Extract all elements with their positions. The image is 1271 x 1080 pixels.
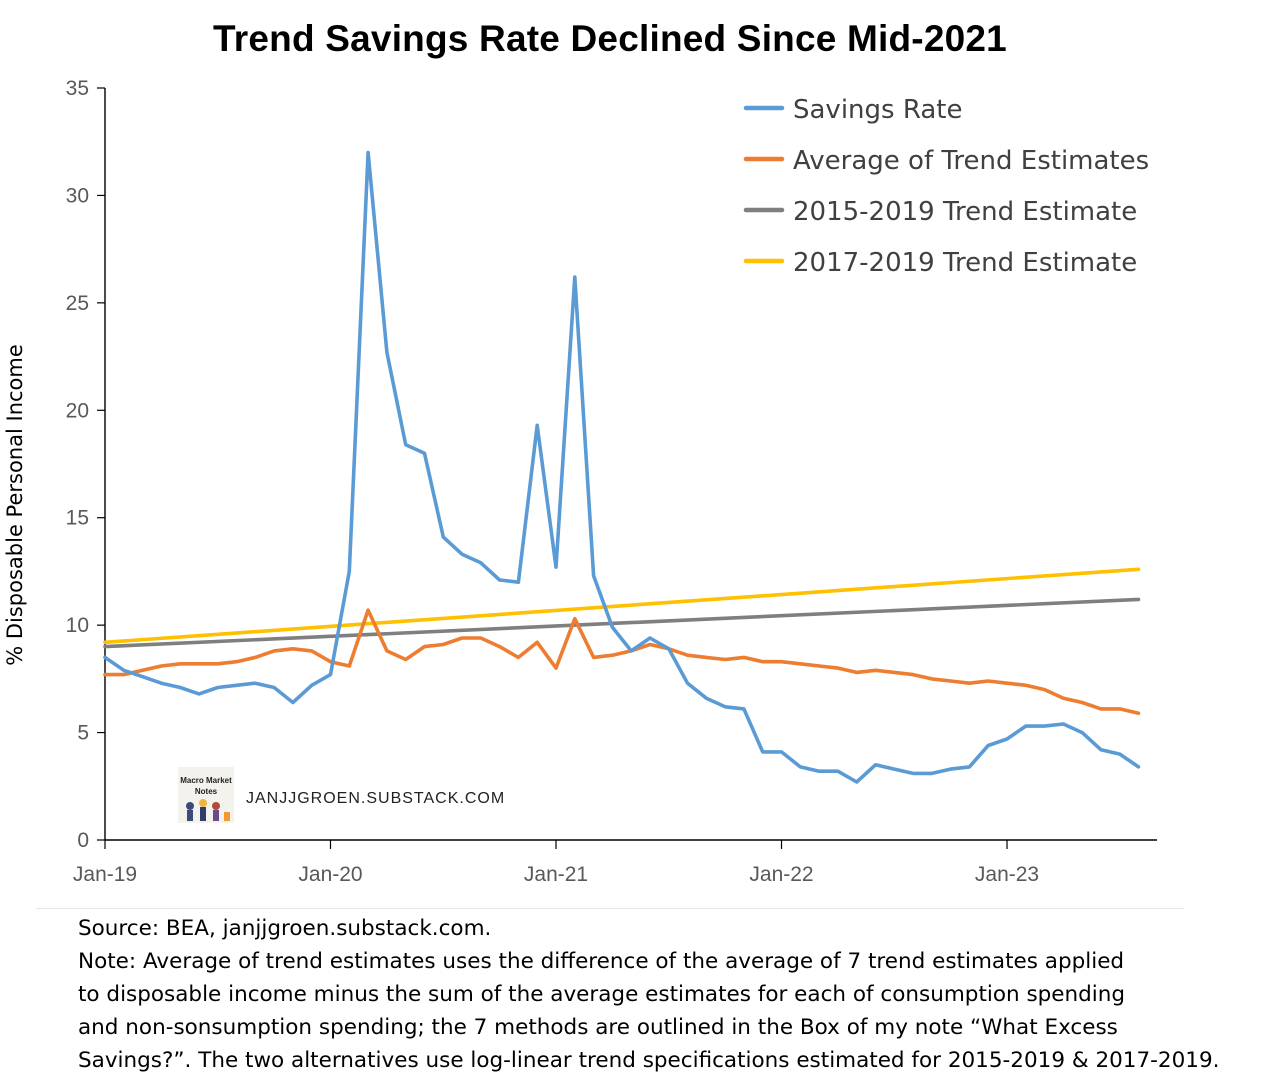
macro-market-notes-logo: Macro Market Notes	[178, 767, 234, 823]
chart-legend: Savings Rate Average of Trend Estimates 20…	[743, 95, 1149, 278]
y-tick-label: 10	[66, 614, 89, 637]
watermark: Macro Market Notes JANJJGROEN.SUBSTACK.C…	[178, 767, 505, 823]
note-line-2: to disposable income minus the sum of th…	[78, 982, 1126, 1007]
x-tick-label: Jan-20	[298, 863, 362, 886]
y-tick-label: 5	[77, 722, 89, 745]
legend-label-average-of-trend-estimates: Average of Trend Estimates	[793, 146, 1149, 176]
note-line-4: Savings?”. The two alternatives use log-…	[78, 1048, 1220, 1073]
chart-series	[103, 150, 1141, 784]
chart-title: Trend Savings Rate Declined Since Mid-20…	[213, 18, 1007, 59]
series-line-2017-2019-trend-estimate	[103, 567, 1141, 645]
y-tick-label: 25	[66, 292, 89, 315]
watermark-text: JANJJGROEN.SUBSTACK.COM	[246, 790, 505, 807]
chart-footer: Source: BEA, janjjgroen.substack.com. No…	[78, 912, 1268, 1077]
y-tick-label: 30	[66, 184, 89, 207]
logo-line-1: Macro Market	[180, 776, 232, 785]
legend-label-2015-2019-trend-estimate: 2015-2019 Trend Estimate	[793, 197, 1137, 227]
source-line: Source: BEA, janjjgroen.substack.com.	[78, 916, 492, 941]
note-line-1: Note: Average of trend estimates uses th…	[78, 949, 1125, 974]
y-tick-label: 0	[77, 829, 89, 852]
note-line-3: and non-sonsumption spending; the 7 meth…	[78, 1015, 1118, 1040]
logo-line-2: Notes	[195, 787, 218, 796]
y-axis-ticks: 0 5 10 15 20 25 30 35	[66, 77, 105, 852]
series-line-2015-2019-trend-estimate	[103, 597, 1141, 649]
x-tick-label: Jan-21	[524, 863, 588, 886]
y-axis-label: % Disposable Personal Income	[3, 344, 27, 666]
y-tick-label: 15	[66, 507, 89, 530]
x-tick-label: Jan-22	[749, 863, 813, 886]
x-tick-label: Jan-23	[975, 863, 1039, 886]
y-tick-label: 35	[66, 77, 89, 100]
chart-axes	[104, 88, 1157, 841]
footer-divider	[36, 908, 1184, 909]
legend-label-savings-rate: Savings Rate	[793, 95, 962, 125]
y-tick-label: 20	[66, 399, 89, 422]
x-axis-ticks: Jan-19 Jan-20 Jan-21 Jan-22 Jan-23	[73, 840, 1039, 886]
x-tick-label: Jan-19	[73, 863, 137, 886]
legend-label-2017-2019-trend-estimate: 2017-2019 Trend Estimate	[793, 248, 1137, 278]
series-line-savings-rate	[103, 150, 1141, 784]
series-line-average-of-trend-estimates	[103, 608, 1141, 716]
